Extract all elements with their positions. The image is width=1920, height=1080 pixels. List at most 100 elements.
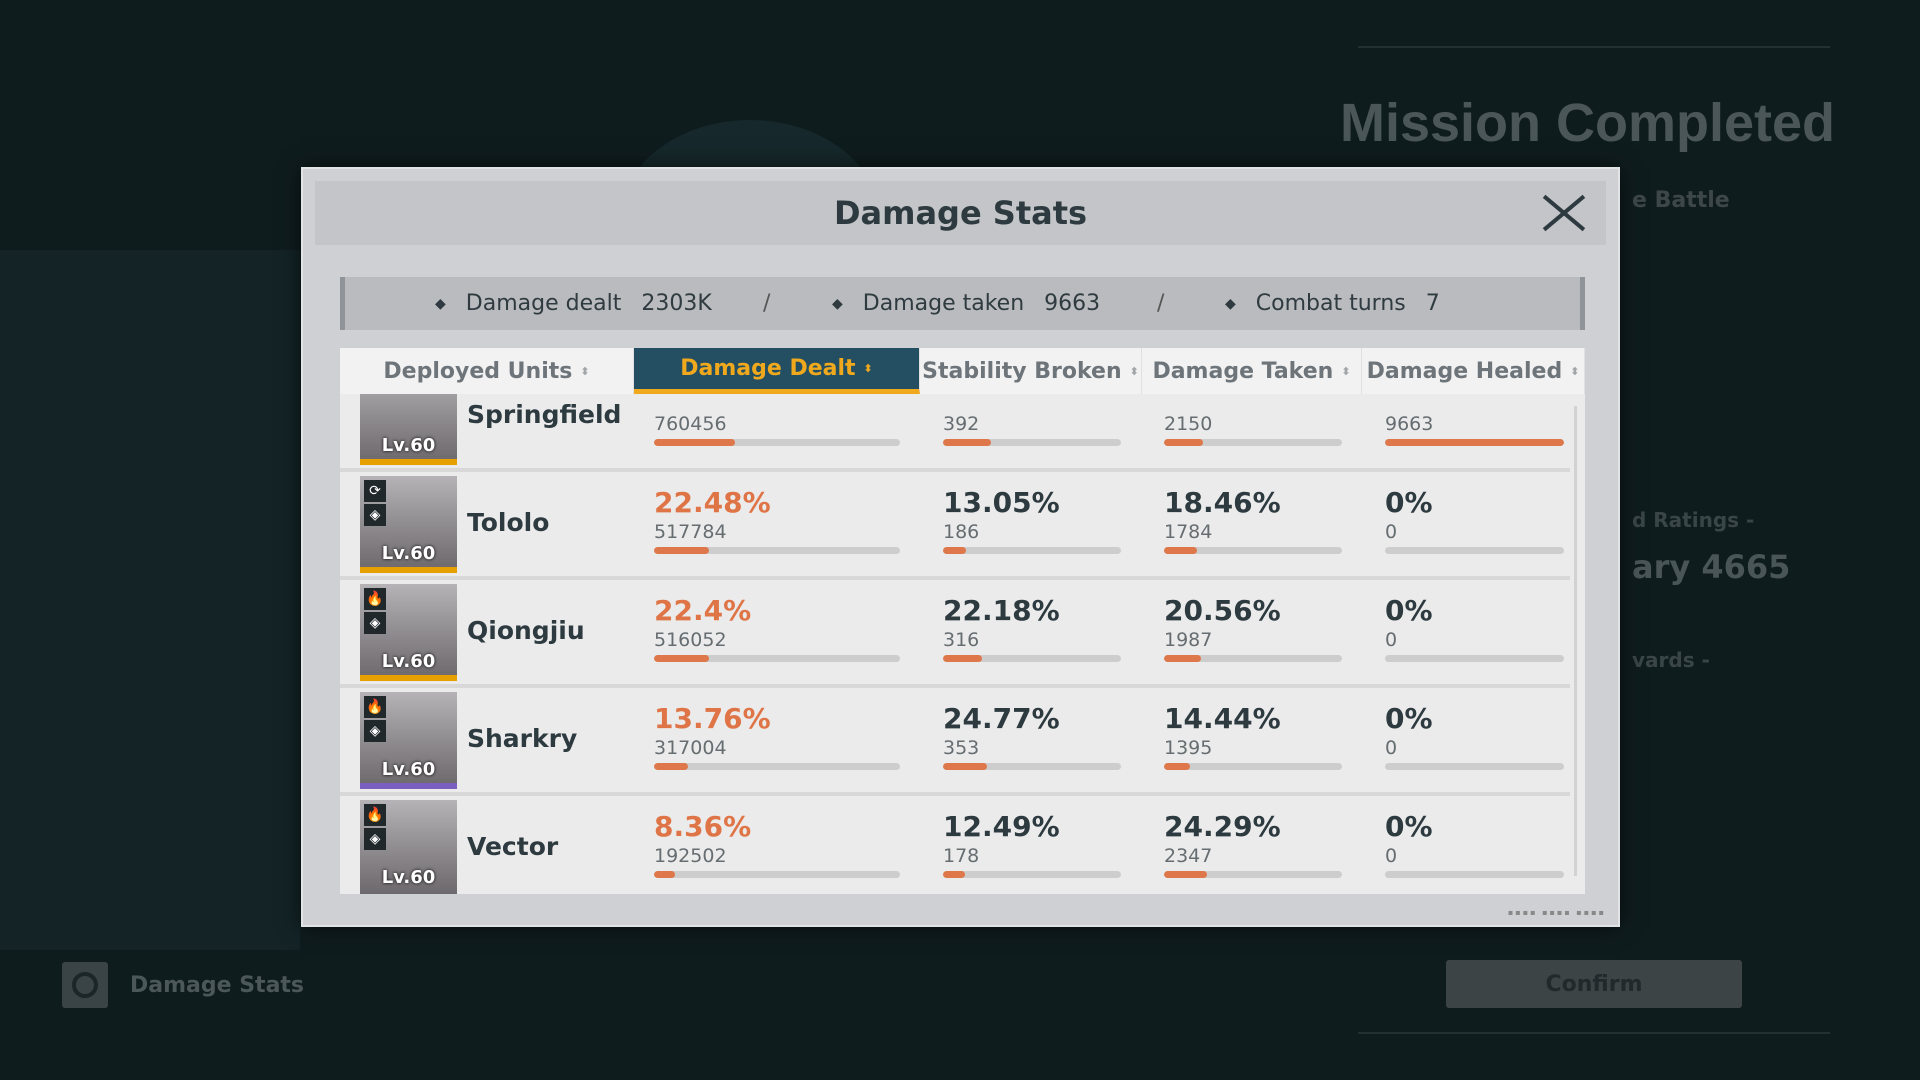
dealt-bar (654, 763, 900, 770)
dialog-title: Damage Stats (833, 194, 1088, 232)
divider (1358, 46, 1830, 48)
table-row[interactable]: 🔥 ◈ Lv.60 Vector 8.36% 192502 12.49% 178 24… (340, 796, 1570, 894)
mission-subtitle: e Battle (1632, 188, 1730, 213)
tab-damage-healed[interactable]: Damage Healed ⬍ (1362, 348, 1585, 394)
element-icon: ◈ (364, 720, 386, 742)
taken-cell: 24.29% 2347 (1164, 810, 1342, 878)
mission-title: Mission Completed (1340, 93, 1836, 153)
table-row[interactable]: 🔥 ◈ Lv.60 Sharkry 13.76% 317004 24.77% 353 … (340, 688, 1570, 796)
stability-value: 178 (943, 845, 980, 867)
stability-cell: 392 (943, 394, 1121, 446)
unit-name: Sharkry (467, 724, 578, 753)
dealt-percent: 8.36% (654, 810, 752, 843)
tab-deployed-units[interactable]: Deployed Units ⬍ (340, 348, 634, 394)
healed-cell: 0% 0 (1385, 702, 1564, 770)
stats-table: Deployed Units ⬍ Damage Dealt ⬍ Stability … (340, 348, 1585, 894)
table-row[interactable]: Lv.60 Springfield 760456 392 2150 9663 (340, 394, 1570, 472)
stability-bar-fill (943, 871, 966, 878)
tab-damage-taken[interactable]: Damage Taken ⬍ (1142, 348, 1362, 394)
unit-name: Vector (467, 832, 559, 861)
dealt-bar-fill (654, 655, 710, 662)
stability-bar-fill (943, 655, 983, 662)
stability-value: 353 (943, 737, 980, 759)
table-header: Deployed Units ⬍ Damage Dealt ⬍ Stability … (340, 348, 1585, 394)
taken-bar (1164, 547, 1342, 554)
element-icon: ◈ (364, 612, 386, 634)
stability-value: 186 (943, 521, 980, 543)
column-label: Damage Taken (1152, 358, 1334, 384)
healed-percent: 0% (1385, 486, 1433, 519)
column-label: Deployed Units (383, 358, 573, 384)
damage-stats-icon (62, 962, 108, 1008)
stability-percent: 24.77% (943, 702, 1060, 735)
stability-bar-fill (943, 763, 988, 770)
rarity-stripe (360, 675, 457, 681)
dealt-percent: 22.48% (654, 486, 771, 519)
stability-bar (943, 547, 1121, 554)
taken-bar-fill (1164, 763, 1190, 770)
unit-avatar: 🔥 ◈ Lv.60 (360, 584, 457, 681)
class-icon: 🔥 (364, 588, 386, 610)
healed-value: 9663 (1385, 413, 1434, 435)
dealt-cell: 13.76% 317004 (654, 702, 900, 770)
dealt-bar (654, 439, 900, 446)
taken-bar-fill (1164, 547, 1197, 554)
damage-stats-dialog: Damage Stats ◆ Damage dealt 2303K / ◆ Damag… (301, 167, 1620, 927)
stability-percent: 12.49% (943, 810, 1060, 843)
rating-value: ary 4665 (1632, 548, 1791, 586)
sort-icon: ⬍ (1341, 364, 1351, 378)
scrollbar[interactable] (1574, 406, 1577, 876)
confirm-button[interactable]: Confirm (1446, 960, 1742, 1008)
column-label: Damage Healed (1366, 358, 1563, 384)
ratings-label: d Ratings - (1632, 508, 1755, 532)
sort-icon: ⬍ (1570, 364, 1580, 378)
taken-cell: 18.46% 1784 (1164, 486, 1342, 554)
dealt-bar-fill (654, 871, 675, 878)
column-label: Stability Broken (922, 358, 1122, 384)
element-icon: ◈ (364, 504, 386, 526)
unit-name: Springfield (467, 400, 622, 429)
damage-stats-shortcut[interactable]: Damage Stats (62, 962, 304, 1008)
close-icon[interactable] (1542, 191, 1586, 235)
diamond-icon: ◆ (1225, 295, 1236, 312)
summary-label: Damage dealt (465, 291, 622, 316)
stability-bar (943, 871, 1121, 878)
rarity-stripe (360, 567, 457, 573)
dealt-value: 760456 (654, 413, 727, 435)
table-row[interactable]: 🔥 ◈ Lv.60 Qiongjiu 22.4% 516052 22.18% 316 … (340, 580, 1570, 688)
column-label: Damage Dealt (680, 356, 856, 381)
healed-percent: 0% (1385, 702, 1433, 735)
stability-percent (943, 394, 1121, 412)
stability-bar (943, 655, 1121, 662)
dealt-bar-fill (654, 547, 710, 554)
tab-stability-broken[interactable]: Stability Broken ⬍ (920, 348, 1142, 394)
stability-cell: 13.05% 186 (943, 486, 1121, 554)
unit-name: Tololo (467, 508, 550, 537)
dealt-value: 192502 (654, 845, 727, 867)
taken-bar-fill (1164, 655, 1201, 662)
taken-percent: 24.29% (1164, 810, 1281, 843)
tab-damage-dealt[interactable]: Damage Dealt ⬍ (634, 348, 920, 394)
stability-percent: 22.18% (943, 594, 1060, 627)
summary-label: Combat turns (1255, 291, 1406, 316)
stability-percent: 13.05% (943, 486, 1060, 519)
healed-bar-fill (1385, 439, 1564, 446)
stability-bar-fill (943, 439, 992, 446)
unit-name: Qiongjiu (467, 616, 585, 645)
stability-cell: 24.77% 353 (943, 702, 1121, 770)
unit-avatar: ⟳ ◈ Lv.60 (360, 476, 457, 573)
healed-value: 0 (1385, 629, 1398, 651)
healed-value: 0 (1385, 845, 1398, 867)
rarity-stripe (360, 459, 457, 465)
healed-cell: 0% 0 (1385, 486, 1564, 554)
dealt-percent (654, 394, 900, 412)
dealt-percent: 22.4% (654, 594, 752, 627)
taken-bar (1164, 655, 1342, 662)
summary-label: Damage taken (862, 291, 1025, 316)
healed-cell: 0% 0 (1385, 810, 1564, 878)
taken-bar (1164, 871, 1342, 878)
summary-bar: ◆ Damage dealt 2303K / ◆ Damage taken 9663 /… (340, 277, 1585, 330)
dealt-bar-fill (654, 439, 736, 446)
table-row[interactable]: ⟳ ◈ Lv.60 Tololo 22.48% 517784 13.05% 186 1… (340, 472, 1570, 580)
table-body[interactable]: Lv.60 Springfield 760456 392 2150 9663 ⟳ ◈… (340, 394, 1585, 894)
